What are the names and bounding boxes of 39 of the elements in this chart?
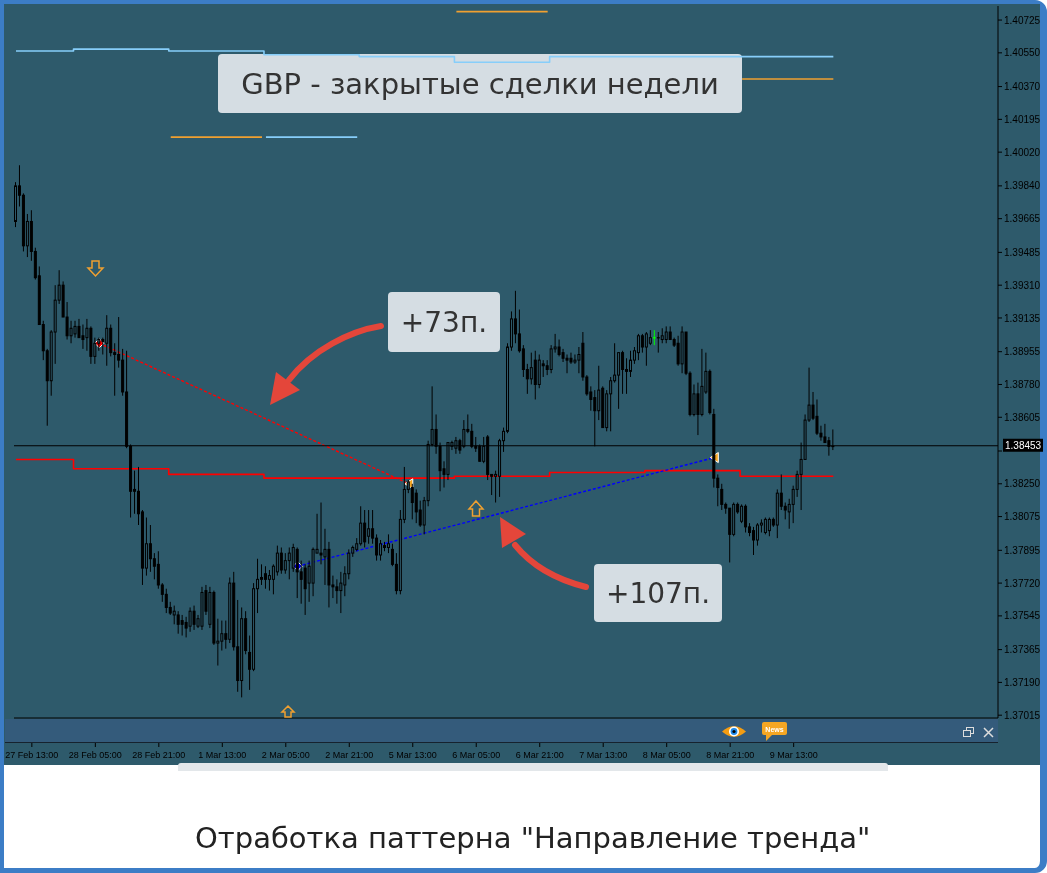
x-tick-label: 2 Mar 21:00 [325,750,374,760]
x-tick-label: 6 Mar 21:00 [515,750,564,760]
x-tick-label: 7 Mar 13:00 [579,750,628,760]
text: Отработка паттерна "Направление тренда" [195,820,871,857]
y-tick-label: 1.40020 [1004,146,1041,158]
y-tick-label: 1.37545 [1004,610,1041,622]
y-tick-label: 1.38780 [1004,379,1041,391]
x-tick-label: 28 Feb 21:00 [132,750,186,760]
x-tick-label: 1 Mar 13:00 [198,750,247,760]
x-tick-label: 2 Mar 05:00 [261,750,310,760]
y-tick-label: 1.40725 [1004,14,1041,26]
y-tick-label: 1.40370 [1004,81,1041,93]
y-tick-label: 1.39840 [1004,180,1041,192]
y-tick-label: 1.38075 [1004,511,1041,523]
x-tick-label: 6 Mar 05:00 [452,750,501,760]
y-tick-label: 1.38250 [1004,478,1041,490]
annotation: +107п. [594,564,722,622]
x-tick-label: 27 Feb 13:00 [5,750,59,760]
x-tick-label: 8 Mar 21:00 [706,750,755,760]
y-tick-label: 1.37015 [1004,709,1041,721]
y-tick-label: 1.40195 [1004,113,1041,125]
ref-line-label: 1.38453 [1005,440,1042,452]
y-tick-label: 1.39135 [1004,312,1041,324]
text: GBP - закрытые сделки недели [218,54,742,113]
y-tick-label: 1.39665 [1004,213,1041,225]
y-tick-label: 1.37365 [1004,644,1041,656]
x-tick-label: 9 Mar 13:00 [769,750,818,760]
y-tick-label: 1.39485 [1004,246,1041,258]
x-tick-label: 8 Mar 05:00 [642,750,691,760]
y-tick-label: 1.39310 [1004,279,1041,291]
annotation: +73п. [388,292,500,352]
y-tick-label: 1.38605 [1004,411,1041,423]
y-tick-label: 1.40550 [1004,47,1041,59]
y-tick-label: 1.37720 [1004,577,1041,589]
x-tick-label: 28 Feb 05:00 [68,750,122,760]
y-tick-label: 1.37895 [1004,544,1041,556]
y-tick-label: 1.37190 [1004,676,1041,688]
y-tick-label: 1.38955 [1004,346,1041,358]
x-tick-label: 5 Mar 13:00 [388,750,437,760]
